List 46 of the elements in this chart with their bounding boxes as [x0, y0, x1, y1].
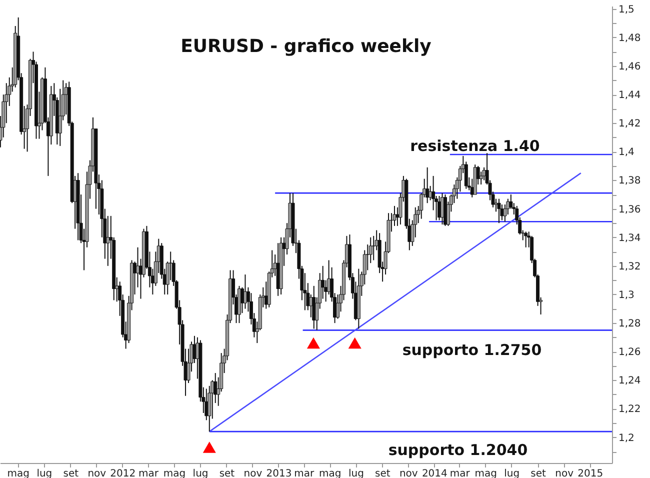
y-tick-label: 1,48: [618, 32, 641, 44]
y-tick-label: 1,3: [618, 290, 634, 301]
y-tick-label: 1,5: [618, 4, 634, 16]
y-tick-label: 1,26: [618, 347, 641, 358]
y-tick-label: 1,24: [618, 376, 641, 387]
candlestick: [524, 231, 528, 248]
candlestick: [106, 215, 110, 266]
x-tick-label: set: [374, 468, 390, 478]
x-tick-label: set: [219, 468, 235, 478]
y-tick-label: 1,44: [618, 90, 641, 102]
x-tick-label: set: [530, 468, 546, 478]
candlestick: [312, 285, 316, 330]
candlestick: [482, 166, 486, 181]
y-tick-label: 1,32: [618, 261, 641, 272]
x-tick-label: 2015: [578, 468, 604, 478]
x-tick-label: 2014: [422, 468, 448, 478]
x-tick-label: nov: [399, 468, 418, 478]
x-tick-label: 2013: [266, 468, 292, 478]
x-tick-label: nov: [88, 468, 106, 478]
candlestick: [321, 265, 325, 300]
y-tick-label: 1,28: [618, 318, 641, 330]
candlestick: [479, 171, 483, 186]
y-tick-label: 1,4: [618, 147, 634, 158]
annotation: resistenza 1.40: [410, 137, 540, 155]
x-tick-label: nov: [244, 468, 262, 478]
x-tick-label: 2012: [110, 468, 136, 478]
x-tick-label: mar: [450, 468, 471, 478]
annotation: supporto 1.2040: [388, 441, 528, 459]
candlestick: [168, 251, 172, 281]
y-tick-label: 1,42: [618, 118, 641, 130]
y-tick-label: 1,22: [618, 404, 641, 416]
x-tick-label: set: [63, 468, 79, 478]
y-tick-label: 1,2: [618, 432, 634, 444]
y-tick-label: 1,34: [618, 232, 641, 244]
annotation: supporto 1.2750: [402, 341, 542, 359]
text: EURUSD - grafico weekly: [180, 36, 432, 57]
y-tick-label: 1,46: [618, 61, 641, 72]
y-tick-label: 1,38: [618, 176, 641, 187]
candlestick: [497, 198, 501, 224]
x-tick-label: mar: [294, 468, 316, 478]
candlestick: [494, 198, 498, 212]
y-tick-label: 1,36: [618, 204, 641, 216]
candlestick: [366, 244, 370, 271]
candlestick: [426, 166, 430, 204]
x-tick-label: nov: [555, 468, 574, 478]
x-tick-label: mar: [138, 468, 160, 478]
